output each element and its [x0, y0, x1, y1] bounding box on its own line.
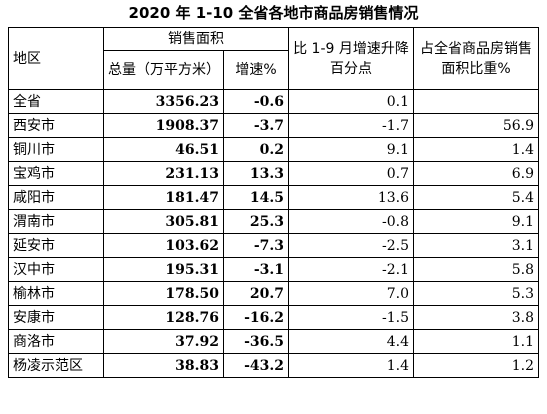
table-body: 全省 3356.23 -0.6 0.1 西安市 1908.37 -3.7 -1.7 56.9 铜川…	[8, 89, 539, 378]
header-share: 占全省商品房销售面积比重%	[413, 27, 539, 90]
table-row: 商洛市 37.92 -36.5 4.4 1.1	[8, 329, 539, 354]
table-row: 全省 3356.23 -0.6 0.1	[8, 89, 539, 114]
table-header: 地区 销售面积 比 1-9 月增速升降百分点 占全省商品房销售面积比重% 总量（…	[8, 27, 539, 90]
cell-region: 杨凌示范区	[8, 353, 104, 378]
cell-total: 305.81	[103, 209, 224, 234]
cell-share: 5.8	[413, 257, 539, 282]
table-row: 延安市 103.62 -7.3 -2.5 3.1	[8, 233, 539, 258]
cell-share	[413, 89, 539, 114]
header-region: 地区	[8, 27, 104, 90]
cell-share: 1.1	[413, 329, 539, 354]
cell-share: 1.4	[413, 137, 539, 162]
table-row: 榆林市 178.50 20.7 7.0 5.3	[8, 281, 539, 306]
cell-share: 5.4	[413, 185, 539, 210]
cell-region: 全省	[8, 89, 104, 114]
cell-change: -0.8	[288, 209, 414, 234]
cell-growth: 13.3	[223, 161, 289, 186]
cell-growth: -3.1	[223, 257, 289, 282]
table-row: 咸阳市 181.47 14.5 13.6 5.4	[8, 185, 539, 210]
cell-total: 37.92	[103, 329, 224, 354]
cell-share: 3.1	[413, 233, 539, 258]
cell-region: 咸阳市	[8, 185, 104, 210]
cell-region: 渭南市	[8, 209, 104, 234]
cell-share: 3.8	[413, 305, 539, 330]
page-title: 2020 年 1-10 全省各地市商品房销售情况	[128, 4, 419, 22]
cell-region: 商洛市	[8, 329, 104, 354]
cell-total: 181.47	[103, 185, 224, 210]
header-growth: 增速%	[223, 50, 289, 90]
cell-region: 安康市	[8, 305, 104, 330]
table-row: 杨凌示范区 38.83 -43.2 1.4 1.2	[8, 353, 539, 378]
cell-region: 西安市	[8, 113, 104, 138]
cell-growth: 14.5	[223, 185, 289, 210]
cell-change: 4.4	[288, 329, 414, 354]
cell-growth: 20.7	[223, 281, 289, 306]
cell-share: 56.9	[413, 113, 539, 138]
cell-change: -1.5	[288, 305, 414, 330]
cell-region: 铜川市	[8, 137, 104, 162]
cell-change: -2.5	[288, 233, 414, 258]
cell-total: 3356.23	[103, 89, 224, 114]
cell-total: 128.76	[103, 305, 224, 330]
cell-total: 178.50	[103, 281, 224, 306]
cell-growth: -7.3	[223, 233, 289, 258]
cell-growth: 0.2	[223, 137, 289, 162]
header-sales-area: 销售面积	[103, 27, 289, 51]
cell-change: 0.7	[288, 161, 414, 186]
header-change-label: 比 1-9 月增速升降百分点	[293, 40, 409, 77]
table-row: 宝鸡市 231.13 13.3 0.7 6.9	[8, 161, 539, 186]
header-share-label: 占全省商品房销售面积比重%	[420, 40, 532, 77]
cell-change: -2.1	[288, 257, 414, 282]
header-total: 总量（万平方米）	[103, 50, 224, 90]
cell-change: -1.7	[288, 113, 414, 138]
table-row: 汉中市 195.31 -3.1 -2.1 5.8	[8, 257, 539, 282]
cell-change: 13.6	[288, 185, 414, 210]
cell-change: 1.4	[288, 353, 414, 378]
cell-growth: -16.2	[223, 305, 289, 330]
cell-growth: -43.2	[223, 353, 289, 378]
cell-region: 榆林市	[8, 281, 104, 306]
cell-total: 38.83	[103, 353, 224, 378]
table-row: 渭南市 305.81 25.3 -0.8 9.1	[8, 209, 539, 234]
cell-change: 0.1	[288, 89, 414, 114]
cell-region: 汉中市	[8, 257, 104, 282]
cell-growth: 25.3	[223, 209, 289, 234]
cell-change: 7.0	[288, 281, 414, 306]
cell-total: 195.31	[103, 257, 224, 282]
cell-share: 1.2	[413, 353, 539, 378]
header-total-label: 总量（万平方米）	[108, 61, 220, 78]
cell-share: 6.9	[413, 161, 539, 186]
cell-region: 宝鸡市	[8, 161, 104, 186]
table-row: 铜川市 46.51 0.2 9.1 1.4	[8, 137, 539, 162]
table-row: 安康市 128.76 -16.2 -1.5 3.8	[8, 305, 539, 330]
cell-change: 9.1	[288, 137, 414, 162]
cell-share: 5.3	[413, 281, 539, 306]
cell-region: 延安市	[8, 233, 104, 258]
cell-total: 103.62	[103, 233, 224, 258]
cell-total: 231.13	[103, 161, 224, 186]
cell-growth: -0.6	[223, 89, 289, 114]
table-row: 西安市 1908.37 -3.7 -1.7 56.9	[8, 113, 539, 138]
cell-share: 9.1	[413, 209, 539, 234]
sales-table: 地区 销售面积 比 1-9 月增速升降百分点 占全省商品房销售面积比重% 总量（…	[8, 27, 539, 378]
cell-total: 1908.37	[103, 113, 224, 138]
cell-growth: -36.5	[223, 329, 289, 354]
cell-total: 46.51	[103, 137, 224, 162]
cell-growth: -3.7	[223, 113, 289, 138]
header-change: 比 1-9 月增速升降百分点	[288, 27, 414, 90]
